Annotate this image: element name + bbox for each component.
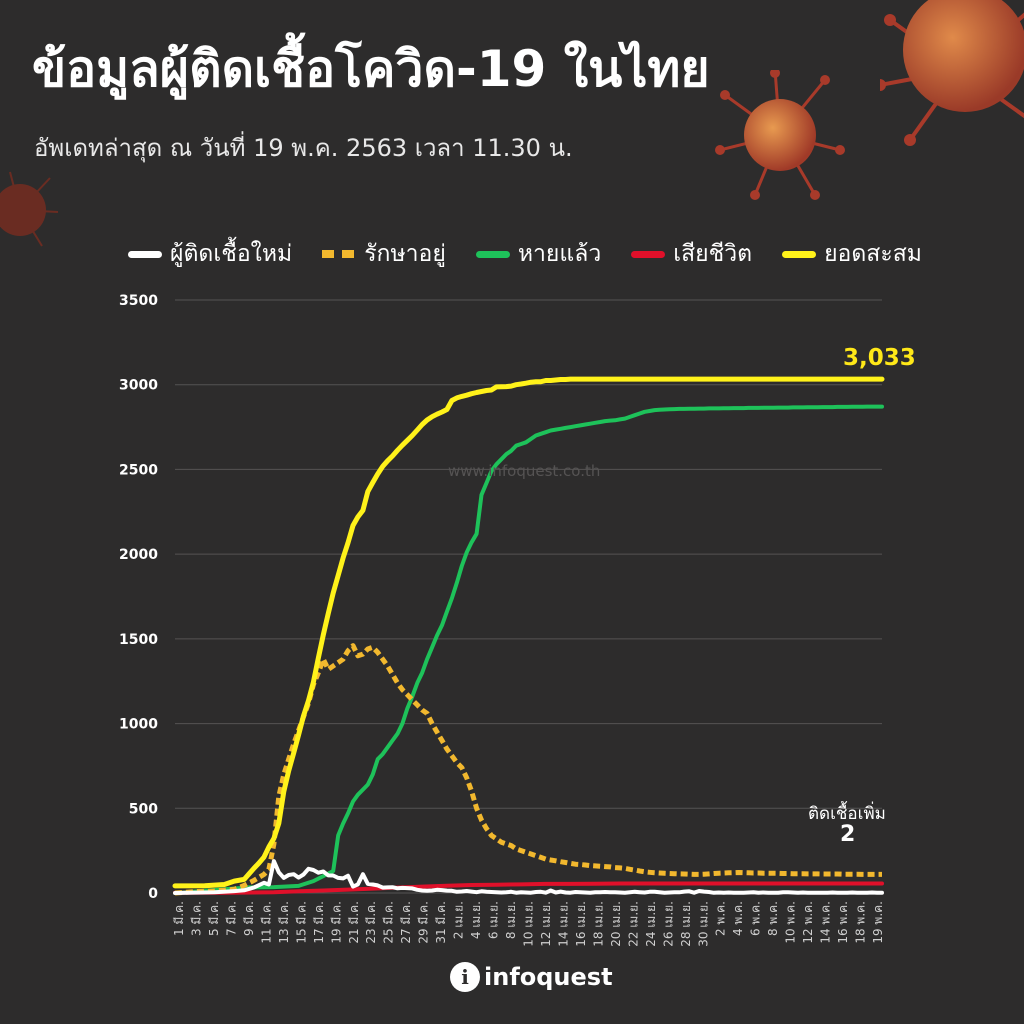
x-tick-label: 6 พ.ค. [749,901,763,936]
infoquest-logo: i infoquest [450,962,613,992]
x-tick-label: 27 มี.ค. [399,901,413,944]
legend-swatch-recovered [475,250,510,258]
x-tick-label: 19 พ.ค. [871,901,885,944]
x-tick-label: 10 พ.ค. [784,901,798,944]
x-tick-label: 12 พ.ค. [801,901,815,944]
x-tick-label: 9 มี.ค. [242,901,256,936]
series-line-0 [173,859,884,895]
x-tick-label: 17 มี.ค. [312,901,326,944]
page-title: ข้อมูลผู้ติดเชื้อโควิด-19 ในไทย [32,40,710,98]
legend-label-deaths: เสียชีวิต [673,241,753,267]
legend-item-active: รักษาอยู่ [322,236,446,272]
chart-legend: ผู้ติดเชื้อใหม่ รักษาอยู่ หายแล้ว เสียชี… [128,238,922,270]
watermark: www.infoquest.co.th [448,462,601,480]
x-tick-label: 30 เม.ย. [696,901,710,947]
legend-label-cumulative: ยอดสะสม [824,241,922,267]
legend-label-recovered: หายแล้ว [517,241,602,267]
y-tick-label: 1500 [119,632,158,648]
x-tick-label: 28 เม.ย. [679,901,693,947]
x-tick-label: 14 พ.ค. [819,901,833,944]
legend-swatch-new-cases [128,250,162,258]
series-line-4 [172,376,885,889]
x-tick-label: 10 เม.ย. [522,901,536,947]
legend-label-active: รักษาอยู่ [364,241,446,267]
x-tick-label: 2 พ.ค. [714,901,728,936]
x-tick-label: 3 มี.ค. [189,901,203,936]
x-tick-label: 20 เม.ย. [609,901,623,947]
logo-mark: i [450,962,480,992]
new-cases-annotation-value: 2 [840,822,856,847]
x-tick-label: 18 เม.ย. [591,901,605,947]
x-tick-label: 2 เม.ย. [452,901,466,939]
legend-item-cumulative: ยอดสะสม [782,236,922,272]
legend-swatch-cumulative [782,250,817,258]
x-tick-label: 23 มี.ค. [364,901,378,944]
x-tick-label: 16 พ.ค. [836,901,850,944]
x-tick-label: 21 มี.ค. [347,901,361,944]
new-cases-annotation-label: ติดเชื้อเพิ่ม [808,804,886,824]
x-tick-label: 18 พ.ค. [854,901,868,944]
legend-swatch-deaths [631,250,666,258]
legend-item-deaths: เสียชีวิต [631,236,752,272]
x-tick-label: 25 มี.ค. [382,901,396,944]
y-tick-label: 2000 [119,547,158,563]
x-tick-label: 6 เม.ย. [487,901,501,939]
legend-swatch-active [322,250,357,258]
x-axis-ticks: 1 มี.ค. 3 มี.ค. 5 มี.ค. 7 มี.ค. 9 มี.ค. 11 มี… [172,901,885,947]
x-tick-label: 19 มี.ค. [329,901,343,944]
y-axis-ticks: 0 500 1000 1500 2000 2500 3000 3500 [119,293,158,902]
legend-item-new-cases: ผู้ติดเชื้อใหม่ [128,236,292,272]
virus-illustration-small [0,171,59,247]
y-tick-label: 2500 [119,462,158,478]
x-tick-label: 15 มี.ค. [294,901,308,944]
series-line-3 [173,881,884,895]
x-tick-label: 13 มี.ค. [277,901,291,944]
logo-text: infoquest [484,963,613,991]
y-tick-label: 500 [129,801,158,817]
x-tick-label: 12 เม.ย. [539,901,553,947]
y-tick-label: 3000 [119,378,158,394]
update-timestamp: อัพเดทล่าสุด ณ วันที่ 19 พ.ค. 2563 เวลา … [34,134,573,162]
y-tick-label: 3500 [119,293,158,309]
virus-illustration-large [880,0,1024,146]
x-tick-label: 29 มี.ค. [417,901,431,944]
legend-item-recovered: หายแล้ว [475,236,602,272]
x-tick-label: 11 มี.ค. [259,901,273,944]
x-tick-label: 1 มี.ค. [172,901,186,936]
y-tick-label: 0 [148,886,158,902]
x-tick-label: 26 เม.ย. [661,901,675,947]
x-tick-label: 4 เม.ย. [469,901,483,939]
y-tick-label: 1000 [119,717,158,733]
x-tick-label: 14 เม.ย. [556,901,570,947]
series-line-2 [173,404,884,895]
x-tick-label: 24 เม.ย. [644,901,658,947]
legend-label-new-cases: ผู้ติดเชื้อใหม่ [170,241,293,267]
x-tick-label: 22 เม.ย. [626,901,640,947]
series-line-1 [174,643,882,896]
series-lines [172,376,885,896]
x-tick-label: 16 เม.ย. [574,901,588,947]
virus-illustration-medium [715,70,845,200]
x-tick-label: 8 พ.ค. [766,901,780,936]
final-cumulative-label: 3,033 [843,345,916,371]
x-tick-label: 4 พ.ค. [731,901,745,936]
x-tick-label: 31 มี.ค. [434,901,448,944]
x-tick-label: 5 มี.ค. [207,901,221,936]
x-tick-label: 8 เม.ย. [504,901,518,939]
x-tick-label: 7 มี.ค. [224,901,238,936]
